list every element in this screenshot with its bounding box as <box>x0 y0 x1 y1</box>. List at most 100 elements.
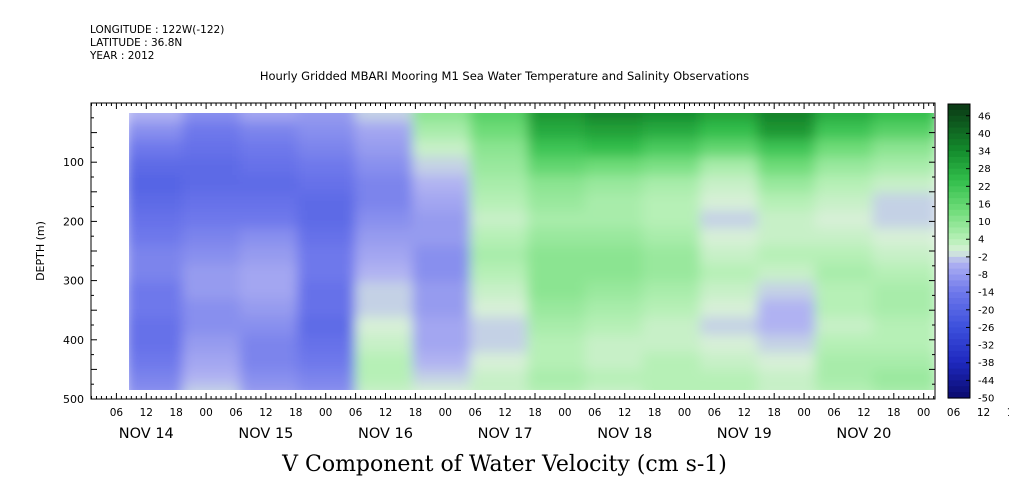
colorbar-tick-label: -2 <box>978 252 988 263</box>
heatmap-cell <box>757 228 823 251</box>
heatmap-cell <box>470 192 536 215</box>
colorbar-swatch <box>948 333 970 340</box>
heatmap-cell <box>240 385 306 390</box>
chart-title: Hourly Gridded MBARI Mooring M1 Sea Wate… <box>259 69 750 83</box>
heatmap-cell <box>412 157 478 179</box>
colorbar-swatch <box>948 227 970 234</box>
heatmap-cell <box>182 352 248 375</box>
heatmap-cell <box>527 246 593 268</box>
heatmap-cell <box>355 139 421 162</box>
heatmap-field <box>129 113 934 390</box>
heatmap-cell <box>470 157 536 179</box>
x-day-label: NOV 14 <box>119 426 174 442</box>
colorbar-swatch <box>948 115 970 123</box>
heatmap-cell <box>527 370 593 390</box>
heatmap-cell <box>700 281 766 304</box>
x-hour-tick-label: 18 <box>170 407 183 419</box>
colorbar-swatch <box>948 392 970 399</box>
x-hour-tick-label: 12 <box>379 407 392 419</box>
heatmap-cell <box>240 263 306 286</box>
heatmap-cell <box>700 370 766 390</box>
heatmap-cell <box>872 157 934 179</box>
heatmap-cell <box>585 385 651 390</box>
x-hour-tick-label: 00 <box>917 407 930 419</box>
x-hour-tick-label: 06 <box>588 407 602 419</box>
x-hour-tick-label: 00 <box>199 407 212 419</box>
colorbar-swatch <box>948 127 970 134</box>
heatmap-cell <box>757 121 823 144</box>
heatmap-cell <box>355 175 421 197</box>
heatmap-cell <box>700 139 766 162</box>
colorbar-swatch <box>948 239 970 246</box>
heatmap-cell <box>642 192 708 215</box>
heatmap-cell <box>757 175 823 197</box>
heatmap-cell <box>872 334 934 357</box>
heatmap-cell <box>129 157 191 179</box>
heatmap-cell <box>585 352 651 375</box>
colorbar-tick-label: 40 <box>978 129 991 140</box>
heatmap-cell <box>240 246 306 268</box>
heatmap-cell <box>585 175 651 197</box>
heatmap-cell <box>815 228 881 251</box>
heatmap-cell <box>527 317 593 339</box>
x-axis: 06 12 18 00 06 12 18 00 06 12 18 00 06 12 18 00 06 12 18 00… <box>90 103 1009 442</box>
heatmap-cell <box>527 352 593 375</box>
heatmap-cell <box>872 139 934 162</box>
heatmap-cell <box>757 385 823 390</box>
heatmap-cell <box>182 334 248 357</box>
heatmap-cell <box>240 281 306 304</box>
heatmap-cell <box>527 175 593 197</box>
heatmap-cell <box>815 317 881 339</box>
x-hour-tick-label: 12 <box>618 407 631 419</box>
heatmap-cell <box>182 246 248 268</box>
heatmap-cell <box>585 299 651 322</box>
heatmap-cell <box>240 121 306 144</box>
colorbar-swatch <box>948 192 970 199</box>
x-hour-tick-label: 18 <box>768 407 781 419</box>
heatmap-cell <box>642 352 708 375</box>
heatmap-cell <box>240 299 306 322</box>
heatmap-cell <box>182 299 248 322</box>
x-hour-tick-label: 06 <box>469 407 483 419</box>
colorbar-swatch <box>948 251 970 258</box>
heatmap-cell <box>872 352 934 375</box>
heatmap-cell <box>297 281 363 304</box>
heatmap-cell <box>355 246 421 268</box>
heatmap-cell <box>700 352 766 375</box>
colorbar-tick-label: -50 <box>978 394 994 405</box>
heatmap-cell <box>355 192 421 215</box>
heatmap-cell <box>412 228 478 251</box>
heatmap-cell <box>470 246 536 268</box>
heatmap-cell <box>642 246 708 268</box>
colorbar-swatch <box>948 151 970 158</box>
heatmap-cell <box>129 192 191 215</box>
colorbar-swatch <box>948 374 970 381</box>
heatmap-cell <box>642 210 708 233</box>
colorbar-swatch <box>948 350 970 358</box>
colorbar-swatch <box>948 362 970 370</box>
x-hour-tick-label: 00 <box>678 407 691 419</box>
heatmap-cell <box>700 317 766 339</box>
heatmap-cell <box>700 157 766 179</box>
heatmap-cell <box>757 263 823 286</box>
heatmap-cell <box>757 210 823 233</box>
heatmap-cell <box>412 175 478 197</box>
colorbar-swatch <box>948 162 970 170</box>
colorbar-swatch <box>948 139 970 146</box>
heatmap-cell <box>642 157 708 179</box>
heatmap-cell <box>129 263 191 286</box>
x-hour-tick-label: 00 <box>558 407 571 419</box>
heatmap-cell <box>129 370 191 390</box>
heatmap-cell <box>355 210 421 233</box>
colorbar-swatch <box>948 203 970 211</box>
heatmap-cell <box>129 334 191 357</box>
heatmap-cell <box>129 228 191 251</box>
heatmap-cell <box>355 263 421 286</box>
heatmap-cell <box>297 139 363 162</box>
heatmap-cell <box>815 299 881 322</box>
heatmap-cell <box>297 157 363 179</box>
heatmap-cell <box>182 121 248 144</box>
heatmap-cell <box>240 317 306 339</box>
heatmap-cell <box>872 175 934 197</box>
